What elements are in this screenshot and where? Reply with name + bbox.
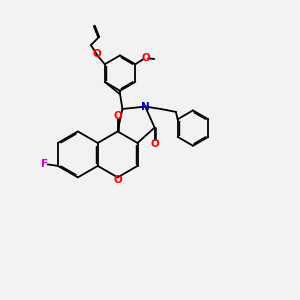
Text: O: O — [114, 110, 123, 121]
Text: O: O — [113, 175, 122, 185]
Text: F: F — [40, 159, 48, 170]
Text: N: N — [141, 102, 150, 112]
Text: O: O — [92, 49, 101, 59]
Text: O: O — [142, 53, 150, 63]
Text: O: O — [150, 139, 159, 149]
